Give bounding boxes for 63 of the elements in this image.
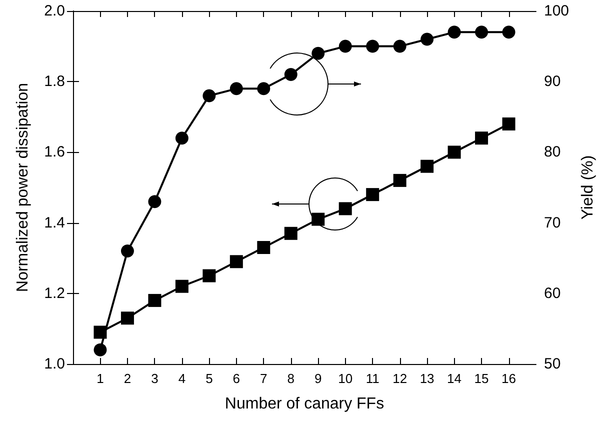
y-tick-label: 1.0 [44,356,65,372]
x-tick-label: 11 [366,371,380,386]
x-tick-label: 8 [287,371,294,386]
point [338,202,352,216]
x-tick-label: 14 [447,371,462,386]
point [284,226,298,240]
point [475,26,488,39]
x-tick-label: 5 [206,371,213,386]
x-tick-label: 9 [314,371,322,386]
y-tick-label: 1.2 [44,284,65,302]
point [202,89,216,102]
y2-tick-label: 100 [544,2,570,20]
point [230,82,243,96]
point [366,188,380,202]
point [502,26,516,39]
y-tick-label: 1.8 [44,73,65,90]
y-axis-title: Normalized power dissipation [14,83,32,292]
y-tick-label: 1.4 [44,214,65,232]
x-tick-label: 3 [151,371,158,386]
point [94,343,107,356]
point [175,280,188,293]
point [366,40,380,53]
y2-tick-label: 70 [544,214,561,232]
x-tick-label: 16 [502,371,516,386]
point [393,40,406,53]
point [175,132,188,145]
x-tick-label: 10 [338,371,353,386]
x-tick-label: 4 [178,371,186,386]
point [448,26,461,39]
point [202,269,216,282]
y2-tick-label: 90 [544,73,561,90]
point [148,195,162,208]
point [502,117,516,130]
y2-tick-label: 50 [544,356,561,372]
x-tick-label: 7 [260,371,268,386]
x-tick-label: 2 [124,371,132,386]
point [257,241,270,254]
y-tick-label: 2.0 [44,2,65,20]
y2-axis-title: Yield (%) [579,155,596,220]
point [120,312,134,325]
point [448,146,461,159]
point [420,160,434,173]
y2-tick-label: 60 [544,284,561,302]
point [257,82,270,96]
x-tick-label: 12 [392,371,408,386]
x-tick-label: 6 [232,371,240,386]
y2-tick-label: 80 [544,144,561,161]
point [120,244,134,258]
point [312,212,325,226]
x-tick-label: 13 [420,371,434,386]
x-tick-label: 15 [474,371,489,386]
point [148,294,162,307]
point [393,174,406,187]
point [94,326,107,339]
point [230,255,243,268]
point [312,46,325,60]
y-tick-label: 1.6 [44,144,65,161]
point [338,40,352,53]
x-axis-title: Number of canary FFs [224,396,384,412]
point [420,32,434,46]
x-tick-label: 1 [96,371,104,386]
point [475,132,488,145]
point [284,68,298,82]
